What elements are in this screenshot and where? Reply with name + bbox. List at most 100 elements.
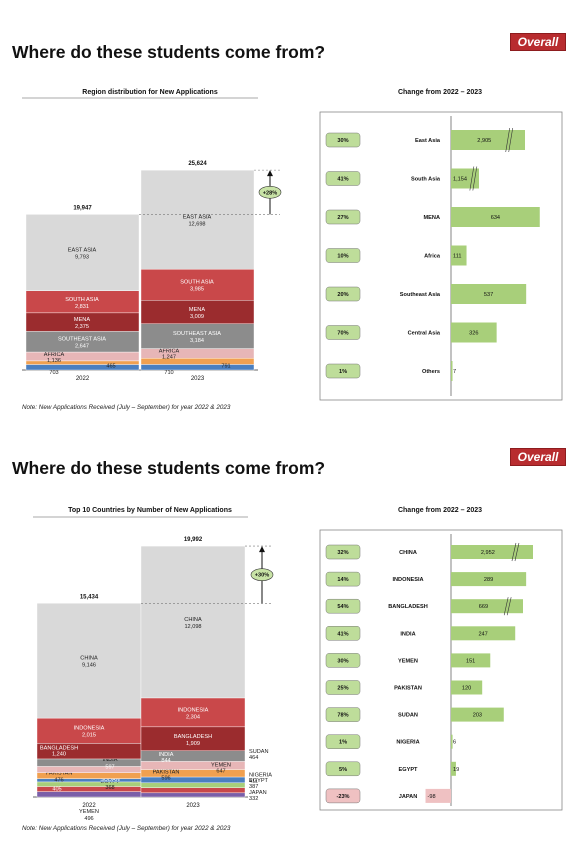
segment-label-mena-2022: MENA: [74, 317, 90, 323]
segment-label-mena-2023: MENA: [189, 307, 205, 313]
change-bar-bangladesh: [451, 599, 523, 614]
bar-segment-india-2023: [140, 750, 246, 762]
pct-label-china: 32%: [337, 550, 348, 556]
pct-label-southeast-asia: 20%: [337, 292, 348, 298]
change-category-central-asia: Central Asia: [408, 331, 441, 337]
segment-label-bangladesh-2023: BANGLADESH: [174, 734, 212, 740]
pct-pill-india: [325, 626, 361, 641]
segment-label-indonesia-2022: 2,015: [82, 733, 96, 739]
change-value-china: 2,952: [481, 550, 495, 556]
pct-label-mena: 27%: [337, 215, 348, 221]
change-category-japan: JAPAN: [399, 794, 418, 800]
pct-pill-south-asia: [325, 171, 361, 186]
section-countries: Where do these students come from? Overa…: [0, 421, 576, 842]
segment-label-pakistan-2022: 476: [54, 778, 63, 784]
bar-segment-indonesia-2023: [140, 697, 246, 728]
region-stacked-bar-chart: 703OTHERSCENTRAL ASIA465AFRICA1,136SOUTH…: [22, 97, 282, 382]
change-value-south-asia: 1,154: [453, 177, 467, 183]
change-bar-nigeria: [451, 734, 453, 749]
change-value-india: 247: [478, 631, 487, 637]
segment-label-egypt-2023: 387: [249, 784, 258, 790]
change-category-china: CHINA: [399, 550, 417, 556]
total-label-2022: 19,947: [73, 205, 92, 211]
segment-label-bangladesh-2023: 1,909: [186, 741, 200, 747]
bar-segment-sudan-2023: [140, 776, 246, 784]
segment-label-sudan-2023: 464: [249, 755, 258, 761]
right-chart-title: Change from 2022 – 2023: [397, 89, 483, 96]
pct-label-africa: 10%: [337, 254, 348, 260]
growth-badge: [258, 185, 282, 199]
pct-label-bangladesh: 54%: [337, 604, 348, 610]
break-mark: [508, 127, 514, 153]
segment-label-others-2022: 703: [49, 370, 58, 376]
bar-segment-egypt-2023: [140, 782, 246, 788]
change-value-pakistan: 120: [462, 686, 471, 692]
bar-segment-sudan-2022: [36, 778, 142, 783]
segment-label-east-asia-2022: EAST ASIA: [68, 248, 97, 254]
pct-pill-others: [325, 363, 361, 379]
pct-label-indonesia: 14%: [337, 577, 348, 583]
break-mark: [472, 166, 478, 191]
change-bar-africa: [451, 245, 467, 266]
change-category-indonesia: INDONESIA: [392, 577, 423, 583]
change-bar-south-asia: [451, 168, 479, 189]
pct-label-sudan: 78%: [337, 713, 348, 719]
segment-label-nigeria-2023: 411: [249, 779, 258, 785]
category-label-2022: 2022: [82, 803, 96, 809]
segment-label-africa-2022: 1,136: [47, 358, 61, 364]
country-stacked-bar-chart: 430405EGYPT368SUDANPAKISTAN476YEMEN496IN…: [33, 516, 274, 822]
segment-label-mena-2022: 2,375: [75, 324, 89, 330]
segment-label-japan-2023: JAPAN: [249, 790, 267, 796]
bar-segment-china-2023: [140, 545, 246, 699]
change-category-others: Others: [422, 369, 440, 375]
growth-arrow-head: [267, 170, 273, 177]
pct-label-japan: -23%: [336, 794, 349, 800]
pct-pill-indonesia: [325, 571, 361, 587]
change-category-south-asia: South Asia: [411, 177, 441, 183]
bar-segment-india-2022: [36, 758, 142, 767]
segment-label-southeast-asia-2022: SOUTHEAST ASIA: [58, 337, 106, 343]
growth-badge: [250, 568, 274, 582]
segment-label-indonesia-2022: INDONESIA: [74, 726, 105, 732]
segment-label-indonesia-2023: 2,304: [186, 714, 200, 720]
page-title: Where do these students come from?: [12, 458, 326, 478]
segment-label-indonesia-2023: INDONESIA: [178, 707, 209, 713]
category-label-2022: 2022: [76, 376, 90, 382]
segment-label-yemen-2023: 647: [216, 768, 225, 774]
pct-label-east-asia: 30%: [337, 138, 348, 144]
break-mark: [469, 166, 475, 191]
region-change-chart: 30% East Asia 2,905 41% South Asia 1,154 27% ME…: [319, 111, 563, 401]
segment-label-bangladesh-2022: BANGLADESH: [40, 745, 78, 751]
overall-badge: Overall: [510, 448, 566, 466]
segment-label-nigeria-2023: NIGERIA: [249, 773, 272, 779]
change-value-bangladesh: 669: [479, 604, 488, 610]
bar-segment-china-2022: [36, 603, 142, 719]
change-value-africa: 111: [453, 254, 462, 260]
segment-label-japan-2023: 332: [249, 796, 258, 802]
segment-label-japan-2022: 430: [52, 799, 61, 805]
footnote: Note: New Applications Received (July – …: [22, 404, 231, 411]
change-bar-central-asia: [451, 322, 497, 343]
country-change-chart: 32% CHINA 2,952 14% INDONESIA 289 54% BANGLADES…: [319, 529, 563, 811]
segment-label-nigeria-2022: 405: [52, 787, 61, 793]
break-mark: [511, 542, 517, 562]
bar-segment-east-asia-2022: [25, 214, 140, 291]
segment-label-southeast-asia-2023: 3,184: [190, 338, 204, 344]
segment-label-yemen-2023: YEMEN: [211, 762, 231, 768]
category-label-2023: 2023: [186, 803, 200, 809]
segment-label-south-asia-2023: 3,985: [190, 287, 204, 293]
segment-label-egypt-2022: 368: [105, 785, 114, 791]
left-chart-title: Region distribution for New Applications: [82, 89, 218, 96]
segment-label-central-asia-2023: 791: [221, 363, 230, 369]
change-bar-pakistan: [451, 680, 483, 695]
segment-label-china-2022: CHINA: [80, 656, 98, 662]
pct-pill-nigeria: [325, 734, 361, 749]
pct-label-central-asia: 70%: [337, 331, 348, 337]
break-mark: [514, 542, 520, 562]
pct-pill-sudan: [325, 707, 361, 722]
segment-label-mena-2023: 3,009: [190, 314, 204, 320]
pct-label-pakistan: 25%: [337, 686, 348, 692]
change-category-pakistan: PAKISTAN: [394, 686, 422, 692]
growth-arrow-head: [259, 546, 265, 553]
total-label-2023: 19,992: [184, 537, 203, 543]
